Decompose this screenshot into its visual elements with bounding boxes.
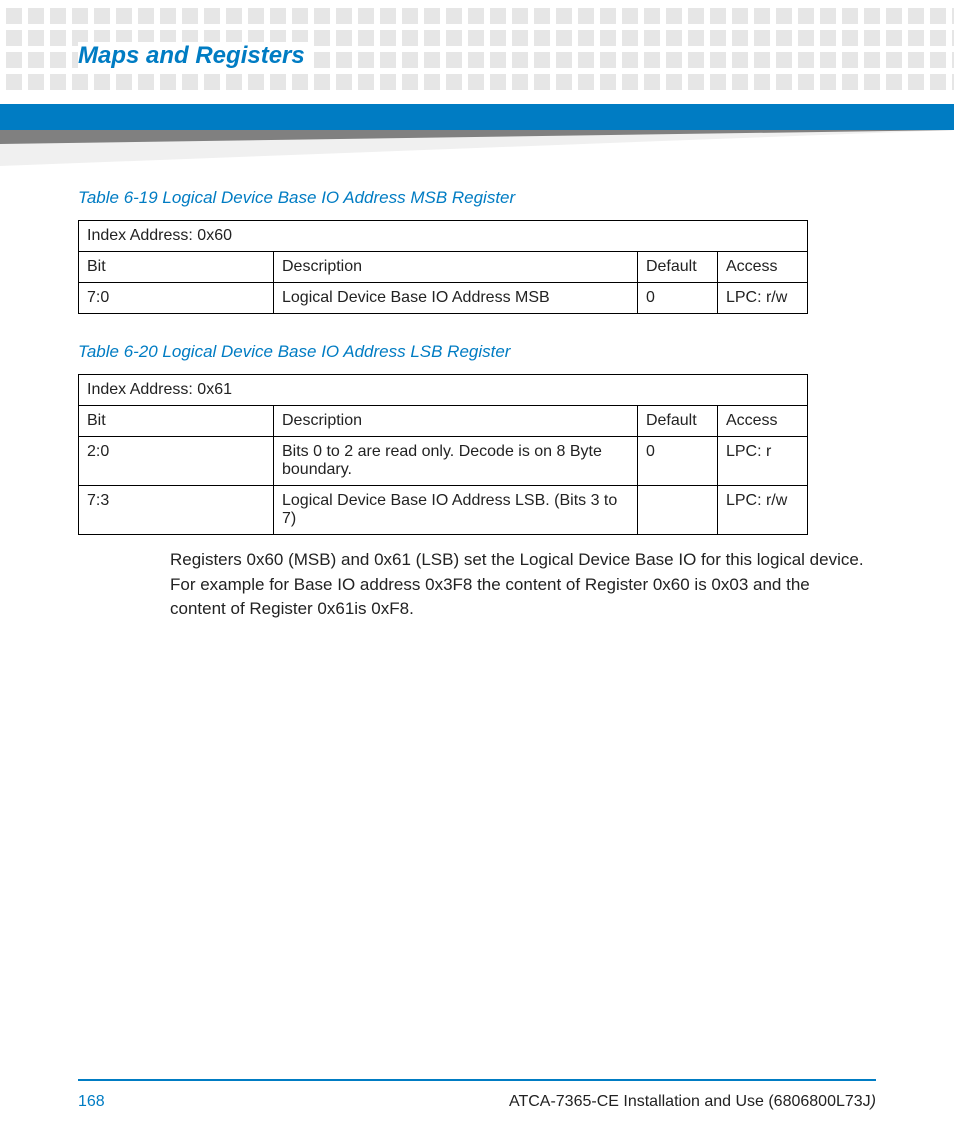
column-header: Bit bbox=[79, 252, 274, 283]
table-row: 7:3Logical Device Base IO Address LSB. (… bbox=[79, 486, 808, 535]
page-heading: Maps and Registers bbox=[78, 42, 313, 70]
column-header: Bit bbox=[79, 406, 274, 437]
index-address: Index Address: 0x60 bbox=[79, 221, 808, 252]
footer-rule bbox=[78, 1079, 876, 1081]
body-paragraph: Registers 0x60 (MSB) and 0x61 (LSB) set … bbox=[170, 548, 870, 622]
footer: 168 ATCA-7365-CE Installation and Use (6… bbox=[78, 1093, 876, 1111]
doc-title: ATCA-7365-CE Installation and Use (68068… bbox=[509, 1093, 876, 1111]
column-header: Access bbox=[717, 406, 807, 437]
index-address: Index Address: 0x61 bbox=[79, 375, 808, 406]
column-header: Description bbox=[274, 252, 638, 283]
column-header: Default bbox=[637, 406, 717, 437]
header-wedge bbox=[0, 130, 954, 166]
table-row: 2:0Bits 0 to 2 are read only. Decode is … bbox=[79, 437, 808, 486]
register-table: Index Address: 0x60BitDescriptionDefault… bbox=[78, 220, 808, 314]
column-header: Default bbox=[637, 252, 717, 283]
header-blue-bar bbox=[0, 104, 954, 130]
table-caption: Table 6-20 Logical Device Base IO Addres… bbox=[78, 342, 808, 362]
content-area: Table 6-19 Logical Device Base IO Addres… bbox=[78, 188, 808, 563]
column-header: Access bbox=[717, 252, 807, 283]
page-number: 168 bbox=[78, 1093, 105, 1111]
column-header: Description bbox=[274, 406, 638, 437]
table-caption: Table 6-19 Logical Device Base IO Addres… bbox=[78, 188, 808, 208]
register-table: Index Address: 0x61BitDescriptionDefault… bbox=[78, 374, 808, 535]
table-row: 7:0Logical Device Base IO Address MSB0LP… bbox=[79, 283, 808, 314]
